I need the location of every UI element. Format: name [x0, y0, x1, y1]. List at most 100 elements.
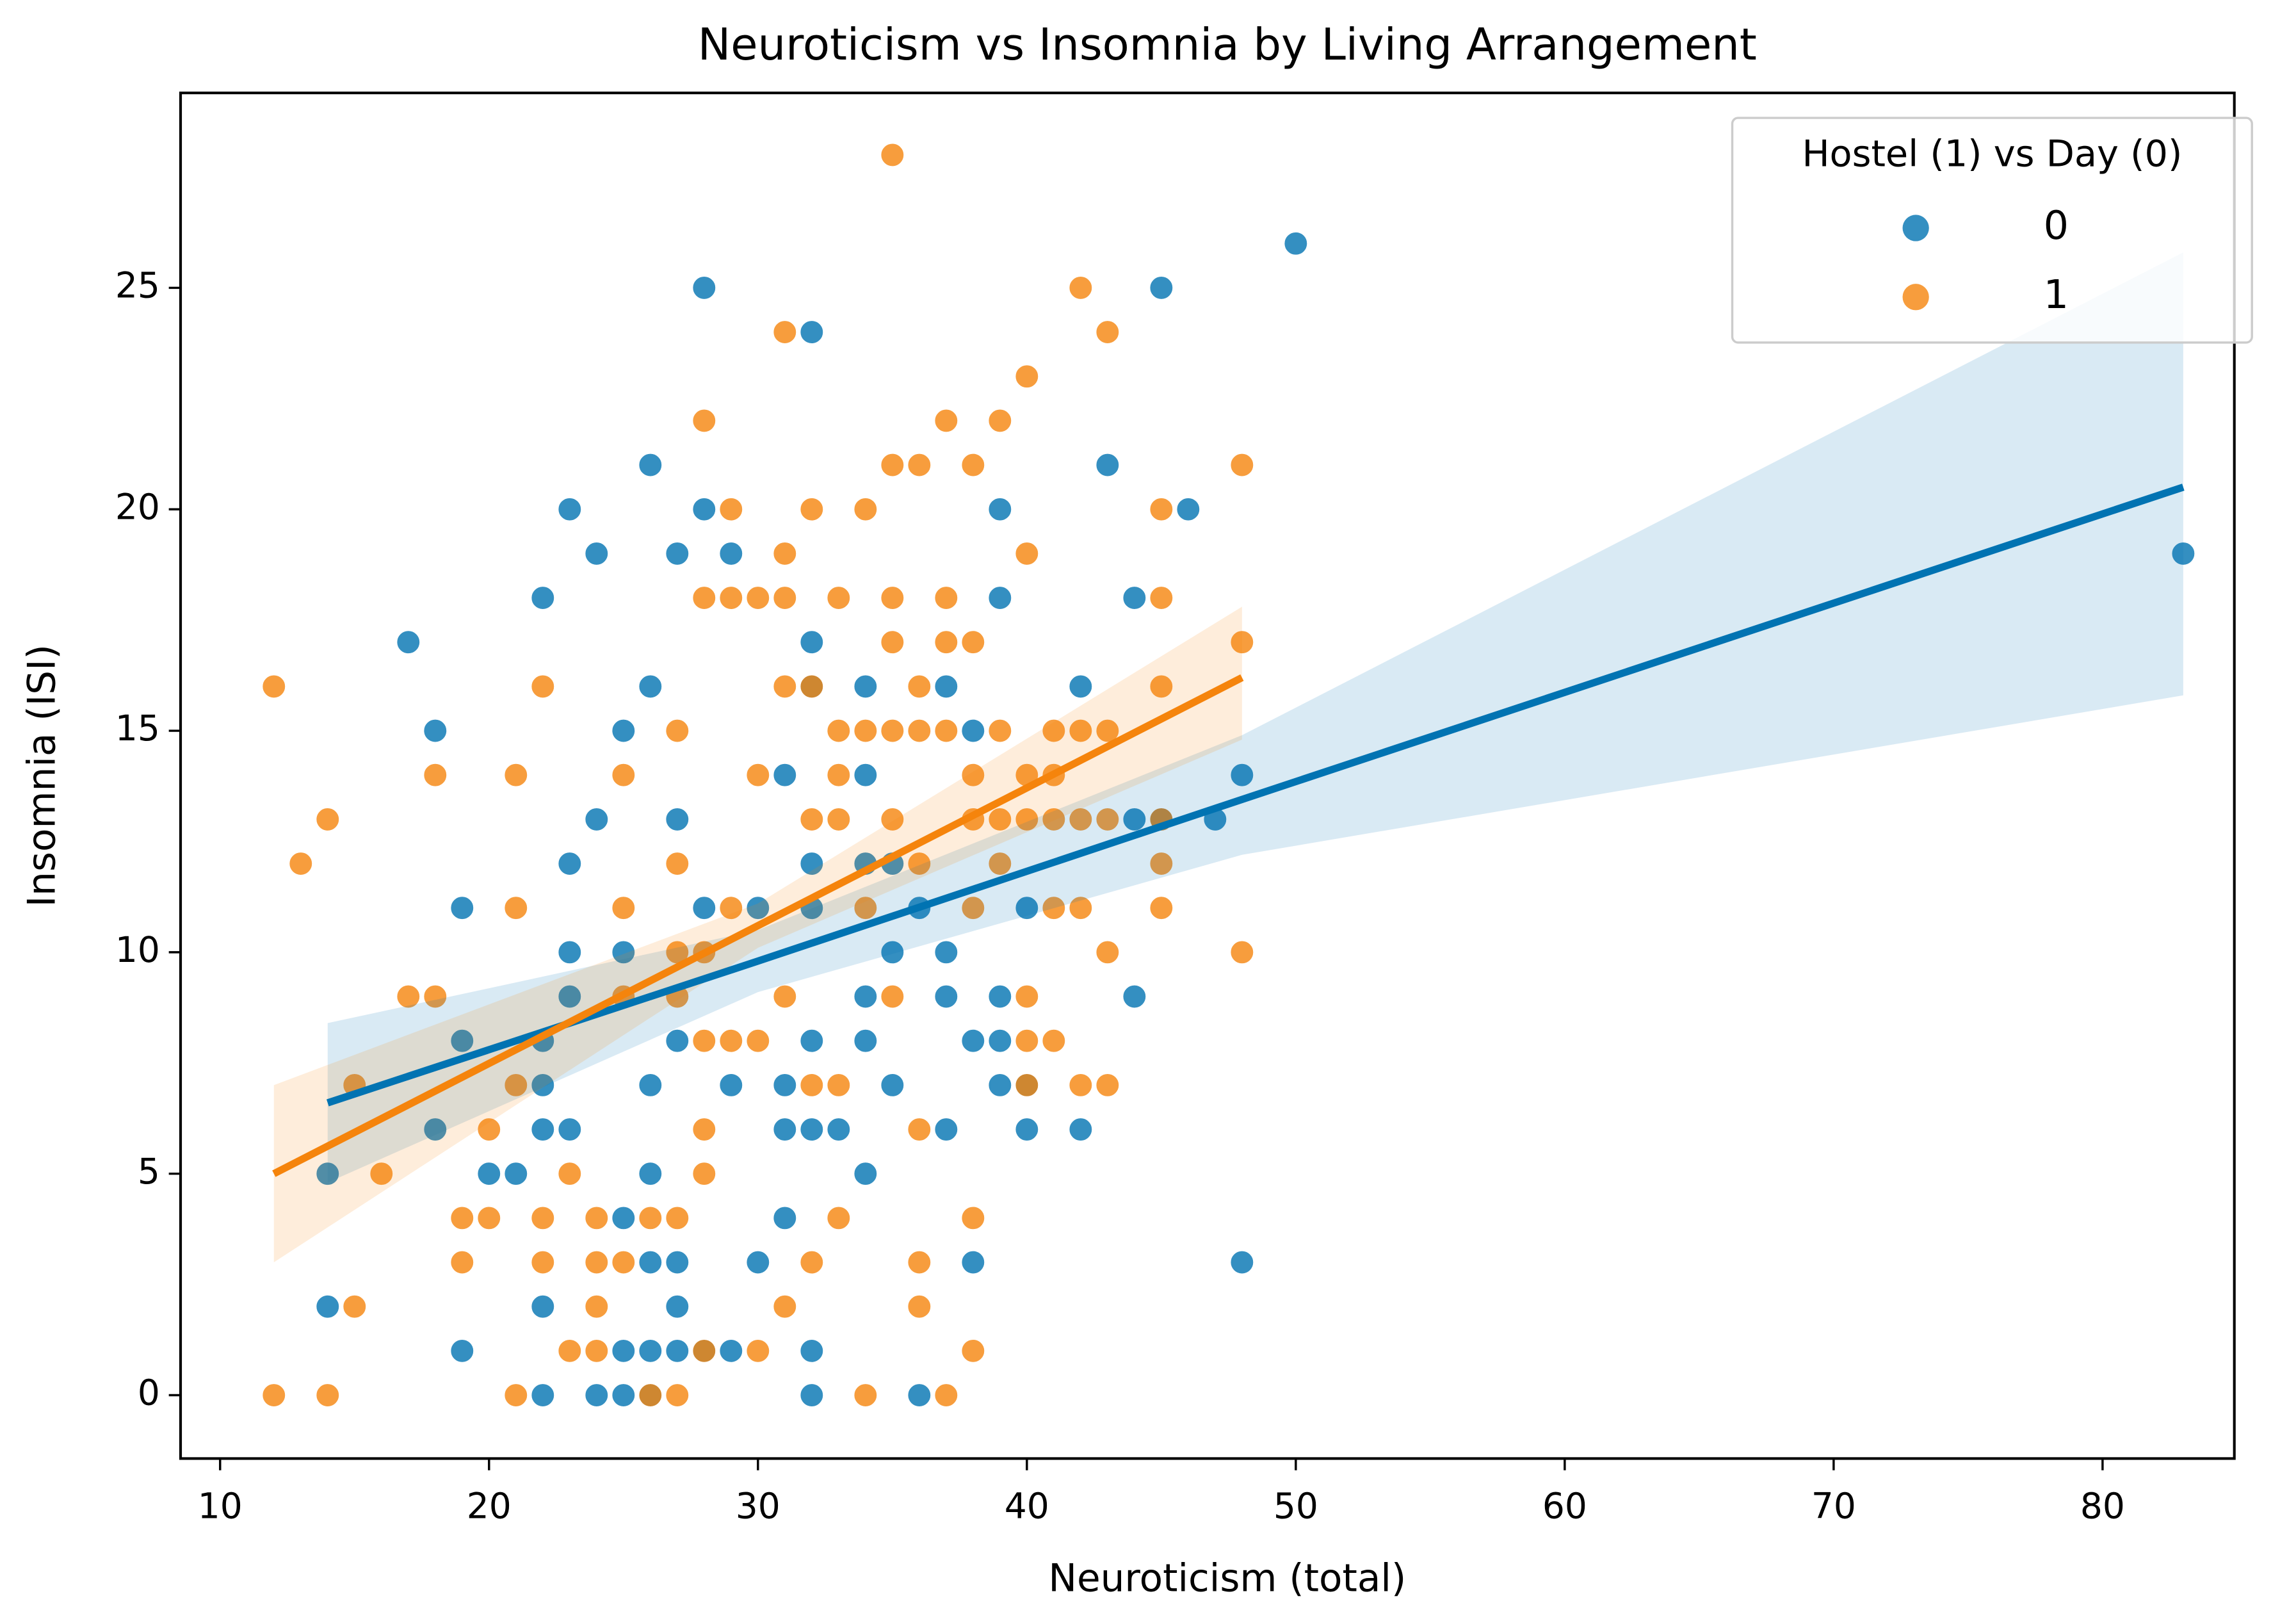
data-point [907, 851, 932, 876]
data-point [799, 496, 825, 522]
data-point [557, 1117, 583, 1142]
data-point [584, 1338, 610, 1363]
data-point [611, 718, 636, 744]
data-point [960, 452, 986, 478]
data-point [530, 1383, 556, 1408]
data-point [476, 1205, 502, 1231]
data-point [423, 1117, 448, 1142]
data-point [665, 807, 690, 832]
data-point [449, 1249, 475, 1275]
data-point [826, 1205, 852, 1231]
legend-title: Hostel (1) vs Day (0) [1802, 132, 2182, 175]
x-tick-label: 80 [2080, 1486, 2125, 1527]
data-point [826, 585, 852, 610]
data-point [530, 585, 556, 610]
data-point [934, 630, 959, 655]
data-point [853, 895, 878, 920]
y-axis-label: Insomnia (ISI) [20, 644, 64, 907]
data-point [1229, 630, 1255, 655]
regression-line [326, 484, 2185, 1107]
data-point [691, 496, 717, 522]
data-point [691, 895, 717, 920]
data-point [665, 1294, 690, 1319]
data-point [1068, 895, 1094, 920]
data-point [476, 1117, 502, 1142]
data-point [530, 1205, 556, 1231]
y-tick-label: 15 [115, 708, 160, 749]
data-point [853, 718, 878, 744]
data-point [799, 674, 825, 699]
data-point [638, 452, 663, 478]
data-point [987, 408, 1013, 434]
data-point [745, 895, 771, 920]
data-point [1068, 674, 1094, 699]
data-point [611, 762, 636, 788]
legend-marker [1902, 215, 1929, 241]
data-point [880, 585, 905, 610]
data-point [1095, 807, 1120, 832]
data-point [1041, 718, 1067, 744]
data-point [638, 674, 663, 699]
data-point [449, 1338, 475, 1363]
data-point [315, 1383, 341, 1408]
data-point [987, 496, 1013, 522]
y-tick-label: 20 [115, 486, 160, 527]
data-point [987, 718, 1013, 744]
data-point [530, 1073, 556, 1098]
data-point [799, 851, 825, 876]
data-point [1041, 807, 1067, 832]
data-point [1014, 364, 1040, 389]
data-point [691, 1117, 717, 1142]
data-point [261, 674, 287, 699]
data-point [799, 1338, 825, 1363]
data-point [665, 1383, 690, 1408]
data-point [691, 1028, 717, 1054]
data-point [1068, 1073, 1094, 1098]
data-point [1095, 452, 1120, 478]
data-point [987, 1073, 1013, 1098]
data-point [611, 1249, 636, 1275]
data-point [691, 1338, 717, 1363]
data-point [503, 762, 529, 788]
data-point [772, 674, 798, 699]
data-point [799, 1073, 825, 1098]
data-point [557, 940, 583, 965]
data-point [907, 1294, 932, 1319]
data-point [638, 1073, 663, 1098]
data-point [476, 1161, 502, 1186]
data-point [934, 408, 959, 434]
y-tick-label: 0 [138, 1372, 160, 1413]
data-point [423, 762, 448, 788]
data-point [423, 718, 448, 744]
plot-frame [179, 92, 2236, 1460]
data-point [1041, 1028, 1067, 1054]
data-point [503, 1073, 529, 1098]
data-point [449, 1205, 475, 1231]
data-point [799, 1028, 825, 1054]
data-point [907, 1383, 932, 1408]
legend-box [1731, 117, 2253, 344]
data-point [853, 762, 878, 788]
x-tick-label: 60 [1542, 1486, 1587, 1527]
confidence-band [273, 606, 1242, 1263]
data-point [1041, 895, 1067, 920]
data-point [1014, 1028, 1040, 1054]
data-point [1149, 851, 1174, 876]
data-point [853, 674, 878, 699]
data-point [665, 851, 690, 876]
data-point [907, 1117, 932, 1142]
data-point [960, 762, 986, 788]
data-point [584, 1205, 610, 1231]
data-point [288, 851, 314, 876]
data-point [611, 895, 636, 920]
data-point [530, 674, 556, 699]
data-point [449, 1028, 475, 1054]
data-point [1068, 1117, 1094, 1142]
data-point [745, 1028, 771, 1054]
data-point [1122, 984, 1147, 1009]
data-point [799, 1117, 825, 1142]
data-point [799, 630, 825, 655]
data-point [1149, 674, 1174, 699]
data-point [960, 1338, 986, 1363]
